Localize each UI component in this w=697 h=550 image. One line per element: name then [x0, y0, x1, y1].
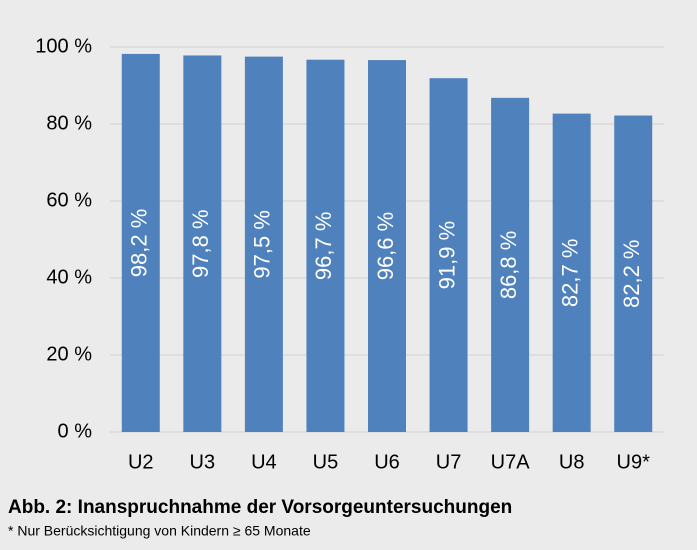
x-tick-label: U6	[374, 451, 400, 473]
bar	[614, 115, 653, 432]
bar	[491, 97, 530, 432]
bar	[368, 60, 406, 433]
y-tick-label: 40 %	[46, 266, 92, 288]
y-tick-label: 80 %	[46, 112, 92, 134]
value-label: 86,8 %	[496, 231, 521, 300]
bar	[183, 55, 222, 432]
x-tick-label: U5	[313, 451, 339, 473]
x-tick-label: U9*	[617, 451, 651, 473]
x-tick-label: U8	[559, 451, 585, 473]
y-tick-label: 100 %	[35, 35, 92, 57]
bar	[429, 78, 468, 432]
value-label: 97,5 %	[250, 210, 275, 279]
bar	[121, 53, 160, 433]
y-tick-label: 60 %	[46, 189, 92, 211]
y-tick-label: 20 %	[46, 343, 92, 365]
value-label: 96,7 %	[311, 212, 336, 280]
x-tick-label: U7	[436, 451, 462, 473]
x-tick-label: U2	[128, 451, 154, 473]
y-tick-label: 0 %	[58, 420, 93, 442]
x-tick-label: U7A	[491, 451, 531, 473]
value-label: 97,8 %	[188, 209, 213, 278]
bar	[552, 113, 591, 432]
value-label: 82,2 %	[619, 240, 644, 309]
value-label: 98,2 %	[127, 209, 152, 278]
bar	[244, 56, 283, 432]
value-label: 82,7 %	[557, 239, 582, 308]
value-label: 96,6 %	[373, 212, 398, 280]
chart-title: Abb. 2: Inanspruchnahme der Vorsorgeunte…	[8, 497, 512, 518]
chart-note: * Nur Berücksichtigung von Kindern ≥ 65 …	[8, 523, 311, 539]
x-tick-label: U4	[251, 451, 277, 473]
bar	[306, 59, 345, 433]
value-label: 91,9 %	[434, 221, 459, 290]
x-tick-label: U3	[190, 451, 216, 473]
